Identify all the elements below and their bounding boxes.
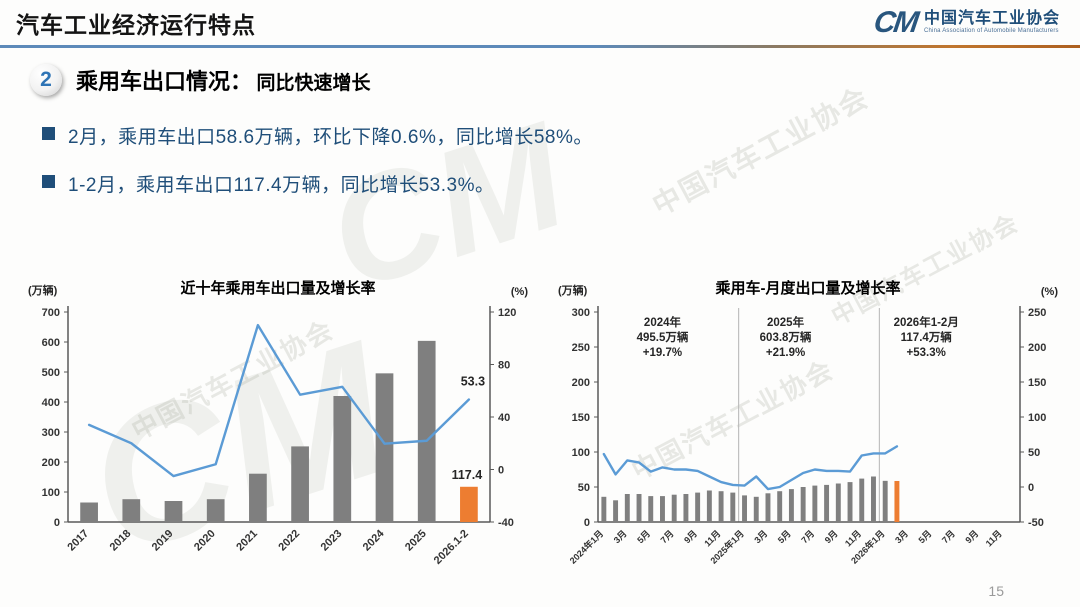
svg-text:603.8万辆: 603.8万辆: [760, 330, 812, 344]
left-axis-unit: (万辆): [28, 285, 58, 297]
monthly-export-chart: (万辆) 乘用车-月度出口量及增长率 (%) 0 50 100 150 200 250 30…: [552, 274, 1064, 587]
svg-text:2017: 2017: [65, 528, 91, 554]
svg-text:2025: 2025: [403, 528, 429, 554]
caam-logo: CM 中国汽车工业协会 China Association of Automob…: [872, 5, 1060, 39]
section-header: 2 乘用车出口情况： 同比快速增长: [30, 64, 370, 96]
svg-text:250: 250: [1028, 307, 1046, 319]
svg-text:-40: -40: [498, 517, 514, 529]
page-title: 汽车工业经济运行特点: [16, 11, 256, 38]
svg-text:2026.1-2: 2026.1-2: [432, 528, 471, 567]
svg-text:150: 150: [1028, 377, 1046, 389]
svg-text:80: 80: [498, 360, 510, 372]
svg-text:53.3: 53.3: [461, 375, 485, 389]
svg-text:500: 500: [42, 367, 60, 379]
svg-text:11月: 11月: [843, 528, 863, 548]
svg-text:400: 400: [42, 397, 60, 409]
left-axis-unit: (万辆): [558, 285, 588, 297]
svg-text:50: 50: [578, 482, 590, 494]
svg-text:5月: 5月: [635, 528, 652, 545]
svg-text:100: 100: [42, 487, 60, 499]
logo-name-cn: 中国汽车工业协会: [923, 9, 1060, 27]
svg-text:3月: 3月: [893, 528, 910, 545]
svg-text:9月: 9月: [963, 528, 980, 545]
bullet-square-icon: [42, 175, 55, 188]
svg-text:200: 200: [42, 457, 60, 469]
svg-text:2020: 2020: [192, 528, 218, 554]
section-number-badge: 2: [30, 64, 62, 96]
annual-export-chart-plot: 0 100 200 300 400 500 600 700 -40 0 40 80 120 2017 201…: [42, 306, 516, 567]
svg-text:600: 600: [42, 337, 60, 349]
svg-text:117.4: 117.4: [452, 468, 483, 482]
watermark-text: 中国汽车工业协会: [647, 81, 874, 222]
svg-text:100: 100: [1028, 412, 1046, 424]
svg-text:3月: 3月: [752, 528, 769, 545]
section-title: 乘用车出口情况：: [76, 69, 253, 94]
header-divider: [0, 45, 1080, 48]
svg-text:11月: 11月: [984, 528, 1004, 548]
bullet-item: 2月，乘用车出口58.6万辆，环比下降0.6%，同比增长58%。: [42, 122, 593, 149]
logo-name-en: China Association of Automobile Manufact…: [923, 28, 1059, 35]
svg-text:0: 0: [498, 465, 504, 477]
bullet-square-icon: [42, 127, 55, 140]
svg-text:2025年: 2025年: [767, 315, 805, 329]
svg-text:7月: 7月: [659, 528, 676, 545]
right-axis-unit: (%): [1040, 286, 1058, 298]
right-axis-unit: (%): [510, 286, 528, 298]
svg-text:117.4万辆: 117.4万辆: [901, 330, 953, 344]
svg-text:2022: 2022: [276, 528, 302, 554]
bullet-list: 2月，乘用车出口58.6万辆，环比下降0.6%，同比增长58%。 1-2月，乘用…: [42, 122, 593, 218]
svg-text:300: 300: [572, 307, 590, 319]
page-number: 15: [988, 583, 1004, 599]
bullet-text: 2月，乘用车出口58.6万辆，环比下降0.6%，同比增长58%。: [68, 127, 593, 148]
svg-text:120: 120: [498, 307, 516, 319]
svg-text:250: 250: [572, 342, 590, 354]
svg-text:495.5万辆: 495.5万辆: [637, 330, 689, 344]
svg-text:2024年: 2024年: [644, 315, 682, 329]
svg-text:7月: 7月: [799, 528, 816, 545]
svg-text:2018: 2018: [108, 528, 134, 554]
slide-header: 汽车工业经济运行特点 CM 中国汽车工业协会 China Association…: [0, 0, 1080, 45]
svg-text:-50: -50: [1028, 517, 1044, 529]
svg-text:300: 300: [42, 427, 60, 439]
svg-text:9月: 9月: [682, 528, 699, 545]
monthly-export-chart-plot: 0 50 100 150 200 250 300 -50 0 50 100 150 200 250 2024…: [567, 306, 1046, 566]
svg-text:2019: 2019: [150, 528, 176, 554]
svg-text:0: 0: [584, 517, 590, 529]
svg-text:7月: 7月: [940, 528, 957, 545]
bullet-text: 1-2月，乘用车出口117.4万辆，同比增长53.3%。: [68, 175, 495, 196]
svg-text:700: 700: [42, 307, 60, 319]
svg-text:100: 100: [572, 447, 590, 459]
svg-text:0: 0: [1028, 482, 1034, 494]
svg-text:40: 40: [498, 412, 510, 424]
annual-export-chart: (万辆) 近十年乘用车出口量及增长率 (%) 0 100 200 300 400 500 6…: [22, 274, 534, 587]
svg-text:200: 200: [572, 377, 590, 389]
svg-text:0: 0: [54, 517, 60, 529]
bullet-item: 1-2月，乘用车出口117.4万辆，同比增长53.3%。: [42, 170, 593, 197]
svg-text:2024: 2024: [361, 527, 387, 553]
svg-text:2026年1-2月: 2026年1-2月: [894, 315, 959, 329]
section-subtitle: 同比快速增长: [256, 73, 371, 94]
svg-text:150: 150: [572, 412, 590, 424]
svg-text:5月: 5月: [776, 528, 793, 545]
caam-logo-icon: CM: [872, 5, 920, 39]
svg-text:+21.9%: +21.9%: [766, 347, 805, 359]
svg-text:5月: 5月: [917, 528, 934, 545]
svg-text:3月: 3月: [612, 528, 629, 545]
charts-row: (万辆) 近十年乘用车出口量及增长率 (%) 0 100 200 300 400 500 6…: [0, 274, 1080, 587]
svg-text:9月: 9月: [823, 528, 840, 545]
svg-text:200: 200: [1028, 342, 1046, 354]
svg-text:+19.7%: +19.7%: [643, 347, 682, 359]
svg-text:+53.3%: +53.3%: [907, 347, 946, 359]
svg-text:50: 50: [1028, 447, 1040, 459]
svg-text:2021: 2021: [234, 528, 260, 554]
svg-text:11月: 11月: [702, 528, 722, 548]
annual-chart-title: 近十年乘用车出口量及增长率: [180, 280, 376, 297]
monthly-chart-title: 乘用车-月度出口量及增长率: [715, 280, 901, 297]
svg-text:2024年1月: 2024年1月: [567, 528, 605, 566]
svg-text:2023: 2023: [319, 528, 345, 554]
